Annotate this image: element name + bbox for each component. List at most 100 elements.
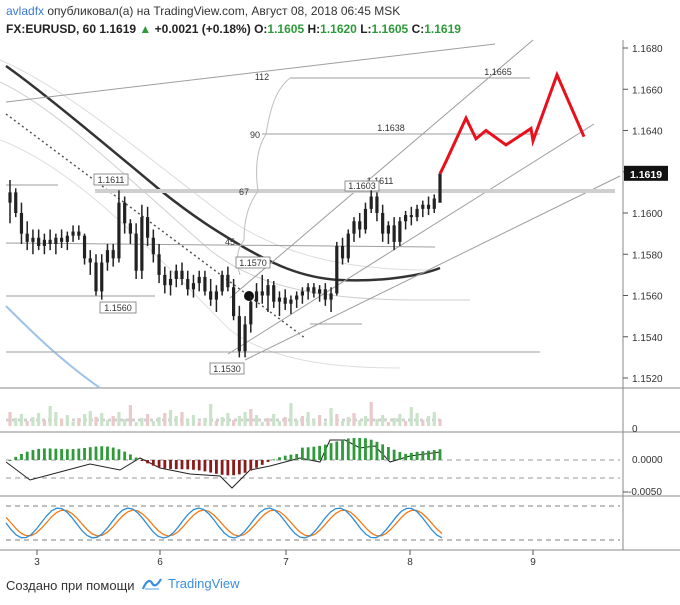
volume-bar (318, 415, 322, 426)
channel-base (244, 175, 621, 361)
candle-body (140, 217, 144, 271)
candle-body (243, 324, 247, 352)
symbol-label[interactable]: FX:EURUSD, 60 (6, 22, 97, 36)
macd-histogram-bar (117, 449, 121, 460)
volume-bar (277, 421, 282, 426)
candle-body (312, 287, 316, 294)
volume-bar (209, 404, 213, 426)
macd-histogram-bar (306, 447, 310, 460)
candle-body (369, 196, 373, 209)
macd-histogram-bar (88, 447, 92, 460)
volume-bar (8, 412, 12, 426)
macd-histogram-bar (346, 438, 350, 460)
fib-label-67: 67 (239, 187, 249, 197)
volume-bar (300, 416, 304, 426)
macd-histogram-bar (83, 447, 86, 460)
volume-bar (191, 415, 196, 426)
macd-histogram-bar (8, 460, 12, 461)
macd-histogram-bar (260, 460, 264, 465)
macd-histogram-bar (25, 451, 29, 460)
volume-bar (140, 418, 144, 426)
volume-bar (48, 406, 52, 426)
candle-body (329, 293, 333, 300)
footer: Создано при помощи TradingView (0, 570, 680, 605)
candle-body (404, 215, 408, 222)
volume-bar (438, 419, 442, 426)
candle-body (306, 287, 310, 292)
volume-bar (352, 413, 356, 426)
macd-histogram-bar (31, 449, 35, 460)
candle-body (151, 237, 155, 255)
candle-body (123, 202, 127, 224)
candle-body (260, 291, 264, 296)
volume-bar (295, 420, 299, 426)
volume-bar (329, 408, 333, 426)
time-tick-label: 3 (34, 557, 40, 568)
candle-body (197, 276, 201, 284)
tradingview-brand-link[interactable]: TradingView (142, 576, 240, 591)
candle-body (146, 217, 150, 238)
channel-upper (229, 39, 534, 299)
volume-bar (289, 403, 293, 426)
macd-histogram-bar (255, 460, 258, 468)
candle-body (300, 291, 304, 296)
candle-body (335, 246, 339, 294)
price-box-1611a (93, 173, 129, 186)
candle-body (163, 274, 167, 286)
triangle-up-icon: ▲ (139, 22, 152, 36)
volume-bar (226, 413, 230, 426)
volume-bar (31, 417, 35, 426)
candle-body (8, 192, 12, 203)
macd-histogram-bar (186, 460, 190, 470)
candle-body (237, 316, 241, 352)
candle-body (340, 246, 345, 259)
macd-histogram-bar (220, 460, 224, 475)
price-axis[interactable]: 1.16801.16601.16401.16201.16001.15801.15… (623, 44, 663, 385)
time-tick-label: 7 (283, 557, 289, 568)
chart-frame (0, 40, 680, 551)
volume-bar (25, 421, 29, 426)
chart-canvas[interactable]: 1.1680 1.1660 1.1640 1.1620 1.1600 1.1580 1.15… (0, 0, 680, 570)
time-tick-label: 9 (530, 557, 536, 568)
volume-bar (186, 419, 190, 426)
volume-bar (363, 416, 368, 426)
author-link[interactable]: avladfx (6, 4, 45, 18)
high-label: H: (307, 22, 321, 36)
macd-histogram-bar (94, 446, 98, 460)
candle-body (180, 270, 184, 279)
volume-bar (243, 412, 247, 426)
candle-body (19, 213, 24, 234)
volume-bar (100, 413, 104, 426)
candle-body (295, 295, 299, 300)
candle-body (363, 208, 368, 230)
macd-histogram-bar (215, 460, 218, 474)
level-1590 (5, 242, 436, 248)
macd-histogram-bar (48, 448, 52, 460)
stochastic-panel (5, 505, 620, 541)
volume-bar (392, 418, 396, 426)
volume-bar (37, 413, 41, 426)
publish-info: опубликовал(а) на TradingView.com, Авгус… (47, 4, 401, 18)
macd-histogram-bar (283, 455, 287, 460)
candle-body (134, 233, 138, 271)
volume-bar (203, 418, 207, 426)
candle-body (318, 289, 322, 294)
chart-header: avladfx опубликовал(а) на TradingView.co… (0, 0, 680, 40)
low-value: 1.1605 (371, 22, 409, 36)
macd-histogram-bar (134, 457, 138, 460)
macd-histogram-bar (60, 449, 63, 460)
ma-dark (5, 64, 441, 282)
macd-histogram-bar (364, 438, 367, 460)
macd-histogram-bar (123, 451, 127, 460)
high-value: 1.1620 (320, 22, 357, 36)
volume-bar (272, 414, 276, 426)
candle-body (174, 270, 178, 279)
time-axis[interactable]: 3 6 7 8 9 (34, 550, 536, 568)
macd-histogram-bar (278, 457, 281, 460)
price-label-1611a: 1.1611 (98, 175, 125, 185)
macd-histogram-bar (71, 449, 75, 460)
macd-histogram-bar (438, 449, 442, 460)
price-tick-label: 1.1680 (632, 44, 663, 55)
volume-bar (432, 412, 436, 426)
volume-bar (306, 412, 310, 426)
